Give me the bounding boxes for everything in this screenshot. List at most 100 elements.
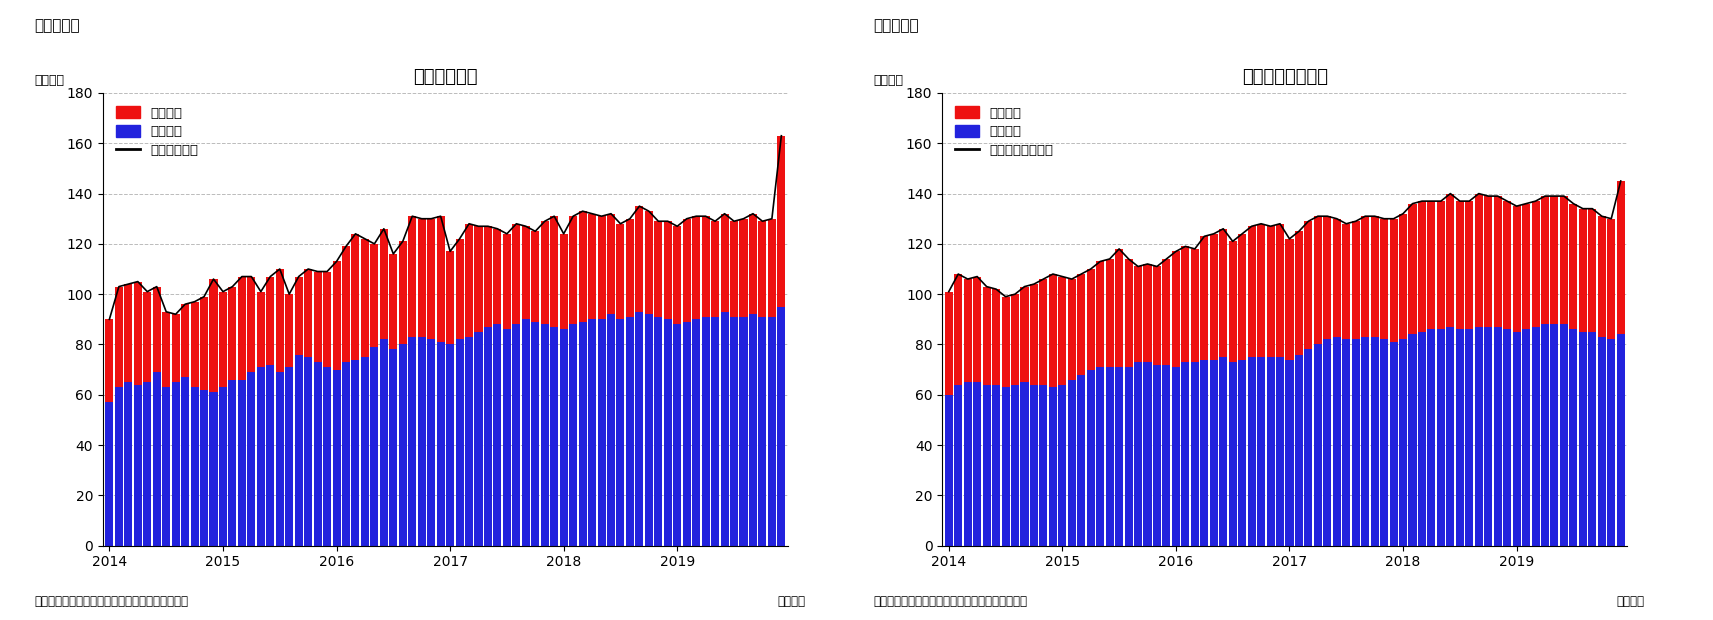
Bar bbox=[1134, 267, 1143, 362]
Bar bbox=[475, 332, 483, 546]
Bar bbox=[644, 314, 653, 546]
Bar bbox=[740, 317, 747, 546]
Bar bbox=[730, 317, 738, 546]
Bar bbox=[125, 382, 132, 546]
Bar bbox=[617, 319, 625, 546]
Title: 住宅着工許可件数: 住宅着工許可件数 bbox=[1242, 68, 1328, 86]
Bar bbox=[1191, 249, 1199, 362]
Bar bbox=[1134, 362, 1143, 546]
Bar bbox=[134, 281, 142, 384]
Bar bbox=[606, 214, 615, 314]
Bar bbox=[531, 322, 540, 546]
Bar bbox=[1607, 339, 1615, 546]
Bar bbox=[106, 402, 113, 546]
Bar bbox=[1257, 224, 1266, 357]
Bar bbox=[740, 219, 747, 317]
Bar bbox=[1295, 231, 1304, 355]
Bar bbox=[1483, 327, 1492, 546]
Bar bbox=[946, 395, 952, 546]
Bar bbox=[305, 357, 312, 546]
Bar bbox=[370, 244, 379, 347]
Bar bbox=[1381, 219, 1388, 339]
Bar bbox=[257, 291, 266, 367]
Bar bbox=[1276, 224, 1285, 357]
Bar bbox=[1362, 216, 1369, 337]
Bar bbox=[1437, 201, 1446, 329]
Bar bbox=[1266, 226, 1274, 357]
Bar bbox=[1030, 384, 1038, 546]
Text: （万件）: （万件） bbox=[874, 74, 904, 87]
Bar bbox=[389, 254, 397, 350]
Bar bbox=[767, 219, 776, 317]
住宅建築許可件数 bbox=[1403, 200, 1424, 207]
Bar bbox=[1513, 206, 1521, 332]
Bar bbox=[1523, 329, 1530, 546]
Bar bbox=[1343, 339, 1350, 546]
Bar bbox=[313, 362, 322, 546]
Bar bbox=[983, 286, 990, 384]
Bar bbox=[1446, 327, 1454, 546]
Bar bbox=[1483, 196, 1492, 327]
Bar bbox=[992, 384, 1000, 546]
Bar bbox=[730, 221, 738, 317]
Bar bbox=[778, 307, 785, 546]
Bar bbox=[1228, 362, 1237, 546]
Bar bbox=[1011, 294, 1019, 384]
Bar bbox=[663, 319, 671, 546]
Bar bbox=[1531, 327, 1540, 546]
Bar bbox=[295, 277, 303, 355]
Bar bbox=[313, 272, 322, 362]
Text: （月次）: （月次） bbox=[778, 595, 805, 608]
Bar bbox=[1201, 236, 1208, 360]
Bar bbox=[305, 269, 312, 357]
Bar bbox=[163, 387, 170, 546]
Bar bbox=[1465, 201, 1473, 329]
Bar bbox=[182, 377, 188, 546]
Legend: 集合住宅, 一戸建て, 住宅建築許可件数: 集合住宅, 一戸建て, 住宅建築許可件数 bbox=[949, 100, 1060, 164]
Bar bbox=[1617, 181, 1624, 334]
Bar bbox=[380, 229, 387, 339]
Bar bbox=[408, 337, 416, 546]
Bar bbox=[1550, 196, 1559, 324]
Bar bbox=[1002, 387, 1009, 546]
Bar bbox=[1096, 367, 1105, 546]
Bar bbox=[332, 370, 341, 546]
Bar bbox=[284, 367, 293, 546]
Bar bbox=[1561, 324, 1567, 546]
Bar bbox=[1542, 196, 1549, 324]
Bar bbox=[588, 214, 596, 319]
住宅着工件数 bbox=[553, 230, 574, 237]
Bar bbox=[954, 274, 963, 384]
Bar bbox=[531, 231, 540, 322]
Bar bbox=[1343, 224, 1350, 339]
Bar bbox=[1531, 201, 1540, 327]
Bar bbox=[389, 350, 397, 546]
Bar bbox=[1209, 234, 1218, 360]
Text: （月次）: （月次） bbox=[1617, 595, 1644, 608]
Bar bbox=[1437, 329, 1446, 546]
Bar bbox=[1077, 274, 1086, 374]
Text: （万件）: （万件） bbox=[34, 74, 65, 87]
Bar bbox=[1389, 342, 1398, 546]
Bar bbox=[702, 317, 709, 546]
Bar bbox=[437, 216, 445, 342]
Bar bbox=[493, 229, 502, 324]
Bar bbox=[1494, 327, 1502, 546]
Bar bbox=[1059, 384, 1067, 546]
Bar bbox=[749, 214, 757, 314]
Bar bbox=[1201, 360, 1208, 546]
Bar bbox=[134, 384, 142, 546]
Bar bbox=[550, 327, 558, 546]
Bar bbox=[1542, 324, 1549, 546]
Bar bbox=[1247, 357, 1256, 546]
Bar bbox=[767, 317, 776, 546]
Bar bbox=[1172, 367, 1180, 546]
Bar bbox=[983, 384, 990, 546]
Bar bbox=[456, 239, 464, 339]
Bar bbox=[1579, 332, 1586, 546]
住宅建築許可件数 bbox=[939, 288, 959, 295]
Bar bbox=[1172, 252, 1180, 367]
Bar bbox=[1077, 374, 1086, 546]
Bar bbox=[954, 384, 963, 546]
Bar bbox=[964, 382, 971, 546]
